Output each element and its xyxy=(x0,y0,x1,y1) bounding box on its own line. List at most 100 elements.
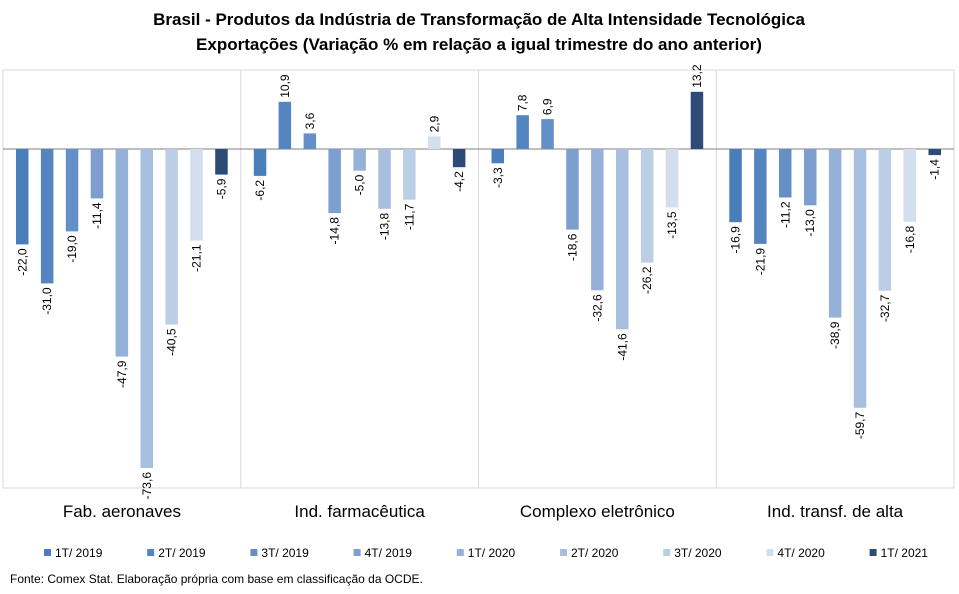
bar xyxy=(452,149,466,168)
data-label: -32,7 xyxy=(878,294,892,322)
legend-swatch xyxy=(353,549,361,556)
legend-label: 1T/ 2021 xyxy=(881,546,929,560)
data-label: 10,9 xyxy=(278,74,292,98)
bar xyxy=(665,149,679,208)
category-label: Ind. farmacêutica xyxy=(294,502,425,521)
data-label: 13,2 xyxy=(690,64,704,88)
bar xyxy=(253,149,267,176)
data-label: -21,1 xyxy=(190,244,204,272)
bars-layer xyxy=(16,91,941,468)
data-label: -38,9 xyxy=(828,321,842,349)
data-label: -40,5 xyxy=(165,328,179,356)
data-label: -13,5 xyxy=(665,211,679,239)
bar xyxy=(541,119,554,149)
legend-swatch xyxy=(869,549,877,556)
bar xyxy=(828,149,842,318)
data-label: -22,0 xyxy=(15,248,29,276)
data-label: -13,8 xyxy=(378,212,392,240)
data-label: -26,2 xyxy=(640,266,654,294)
legend-swatch xyxy=(250,549,258,556)
legend-swatch xyxy=(560,549,567,556)
legend-swatch xyxy=(456,549,464,556)
legend-label: 1T/ 2019 xyxy=(55,546,103,560)
chart-subtitle: Exportações (Variação % em relação a igu… xyxy=(196,35,762,54)
bar xyxy=(328,149,341,214)
data-label: -14,8 xyxy=(328,217,342,245)
bar xyxy=(779,149,792,198)
source-note: Fonte: Comex Stat. Elaboração própria co… xyxy=(10,572,423,586)
legend-swatch xyxy=(766,549,774,556)
chart-title: Brasil - Produtos da Indústria de Transf… xyxy=(153,10,805,29)
bar xyxy=(353,149,366,171)
bar xyxy=(516,115,529,149)
bar xyxy=(303,133,317,149)
data-label: -1,4 xyxy=(928,159,942,180)
data-label: -5,0 xyxy=(353,174,367,195)
bar xyxy=(928,149,941,156)
bar xyxy=(566,149,579,230)
bar xyxy=(491,149,504,164)
bar xyxy=(754,149,767,244)
legend-swatch xyxy=(147,549,155,556)
bar xyxy=(428,136,441,149)
data-labels-layer: -22,0 -31,0 -19,0 -11,4 -47,9 -73,6 -40,5 -21,1… xyxy=(15,64,941,499)
legend: 1T/ 2019 2T/ 2019 3T/ 2019 4T/ 2019 1T/ 2020… xyxy=(44,546,928,560)
data-label: -11,7 xyxy=(402,203,416,230)
data-label: -41,6 xyxy=(615,333,629,361)
data-label: -47,9 xyxy=(115,360,129,388)
bar xyxy=(591,149,604,291)
data-label: 2,9 xyxy=(427,115,441,132)
data-label: -11,2 xyxy=(778,201,792,228)
bar xyxy=(690,91,704,149)
bar xyxy=(853,149,867,408)
bar xyxy=(640,149,654,263)
data-label: -32,6 xyxy=(590,294,604,322)
data-label: -59,7 xyxy=(853,411,867,439)
category-label: Complexo eletrônico xyxy=(520,502,675,521)
data-label: -19,0 xyxy=(65,235,79,263)
data-label: -16,9 xyxy=(729,226,743,254)
legend-label: 3T/ 2020 xyxy=(674,546,722,560)
bar xyxy=(190,149,203,241)
category-label: Fab. aeronaves xyxy=(63,502,181,521)
category-labels-layer: Fab. aeronaves Ind. farmacêutica Complexo … xyxy=(63,502,904,521)
data-label: -11,4 xyxy=(90,202,104,229)
legend-label: 1T/ 2020 xyxy=(468,546,516,560)
bar xyxy=(115,149,129,357)
category-label: Ind. transf. de alta xyxy=(767,502,904,521)
bar xyxy=(403,149,416,200)
legend-label: 4T/ 2019 xyxy=(365,546,413,560)
bar xyxy=(616,149,629,330)
data-label: -16,8 xyxy=(903,225,917,253)
bar xyxy=(65,149,79,232)
bar xyxy=(278,101,292,149)
bar xyxy=(729,149,742,223)
data-label: -21,9 xyxy=(753,248,767,276)
data-label: 3,6 xyxy=(303,112,317,129)
data-label: -6,2 xyxy=(253,180,267,201)
data-label: -5,9 xyxy=(214,178,228,199)
bar xyxy=(378,149,391,209)
legend-label: 2T/ 2020 xyxy=(571,546,619,560)
bar xyxy=(165,149,178,325)
data-label: -4,2 xyxy=(452,171,466,192)
legend-swatch xyxy=(663,549,671,556)
bar xyxy=(90,149,104,199)
bar xyxy=(804,149,817,206)
data-label: -3,3 xyxy=(491,167,505,188)
bar xyxy=(140,149,153,468)
data-label: -18,6 xyxy=(566,233,580,261)
data-label: -13,0 xyxy=(803,209,817,237)
legend-label: 4T/ 2020 xyxy=(777,546,825,560)
data-label: -73,6 xyxy=(140,472,154,500)
bar xyxy=(878,149,892,291)
plot-area xyxy=(2,69,955,489)
bar xyxy=(16,149,29,245)
data-label: 6,9 xyxy=(541,98,555,115)
legend-label: 2T/ 2019 xyxy=(158,546,206,560)
data-label: 7,8 xyxy=(516,94,530,111)
bar xyxy=(903,149,916,222)
legend-label: 3T/ 2019 xyxy=(261,546,309,560)
bar xyxy=(215,149,228,175)
